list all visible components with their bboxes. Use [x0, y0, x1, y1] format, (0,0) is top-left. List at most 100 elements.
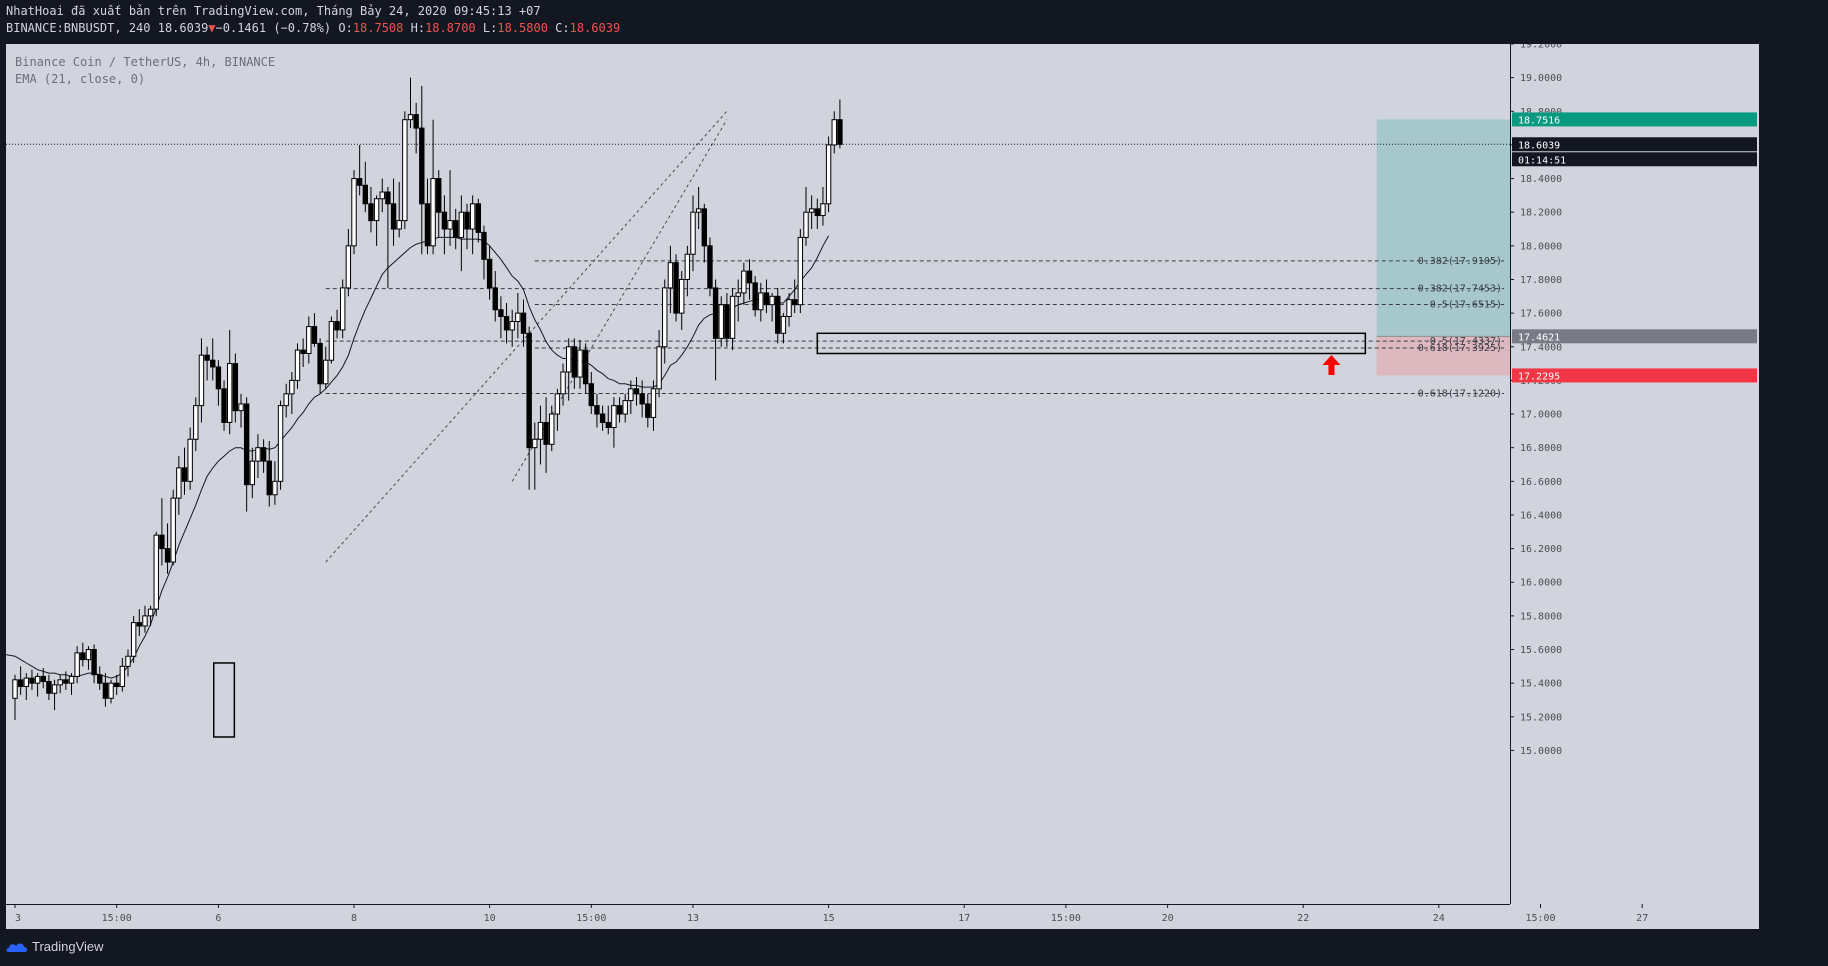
candle-body: [74, 652, 80, 677]
candle-body: [125, 655, 131, 667]
candle-body: [368, 203, 374, 222]
price-change: −0.1461 (−0.78%): [215, 21, 332, 35]
candle-body: [684, 253, 691, 280]
candle-body: [142, 615, 148, 627]
candle-body: [311, 326, 318, 344]
candle-body: [164, 548, 171, 563]
candle-body: [356, 178, 363, 186]
fib-level-label: 0.618(17.1220): [1418, 389, 1502, 400]
up-arrow-icon: [1322, 354, 1341, 375]
candle-body: [650, 388, 657, 418]
time-tick-label: 22: [1297, 913, 1309, 924]
candle-body: [763, 292, 770, 306]
candle-body: [690, 211, 696, 255]
fib-level-label: 0.382(17.9105): [1418, 256, 1502, 267]
candle-body: [492, 287, 498, 311]
publish-info: NhatHoai đã xuất bản trên TradingView.co…: [6, 4, 541, 18]
symbol-line: BINANCE:BNBUSDT, 240 18.6039: [6, 21, 209, 35]
candle-body: [718, 304, 724, 339]
time-tick-label: 15:00: [102, 913, 132, 924]
price-tick-label: 18.2000: [1520, 208, 1562, 219]
candle-body: [526, 332, 532, 449]
candle-body: [351, 178, 357, 247]
candle-body: [667, 262, 674, 289]
candle-body: [40, 675, 46, 682]
open-value: 18.7508: [352, 21, 404, 35]
candle-body: [12, 679, 18, 699]
time-tick-label: 3: [15, 913, 21, 924]
candle-body: [176, 467, 182, 499]
candle-body: [91, 649, 97, 676]
candle-body: [34, 675, 41, 684]
candle-body: [656, 346, 662, 390]
trend-line: [511, 119, 728, 482]
candle-body: [673, 262, 679, 314]
candle-body: [272, 480, 278, 496]
candle-body: [232, 363, 239, 412]
candle-body: [486, 258, 493, 289]
candle-body: [266, 460, 272, 496]
candle-body: [227, 363, 233, 423]
fib-level-label: 0.5(17.6515): [1430, 299, 1502, 310]
candle-body: [735, 292, 741, 297]
candle-body: [198, 354, 205, 407]
candle-body: [63, 679, 69, 684]
footer-bar: [0, 929, 1828, 966]
candle-body: [436, 178, 442, 213]
tradingview-logo[interactable]: TradingView: [6, 939, 104, 954]
time-tick-label: 17: [958, 913, 970, 924]
price-tick-label: 17.6000: [1520, 309, 1562, 320]
price-tick-label: 17.0000: [1520, 410, 1562, 421]
candle-body: [204, 354, 210, 361]
price-tag-label: 18.6039: [1518, 140, 1560, 151]
time-tick-label: 20: [1162, 913, 1174, 924]
countdown-label: 01:14:51: [1518, 155, 1566, 166]
candle-body: [786, 299, 792, 317]
candle-body: [633, 388, 640, 395]
candle-body: [464, 211, 470, 230]
candle-body: [837, 119, 843, 145]
candle-body: [554, 393, 561, 415]
price-tag-label: 17.2295: [1518, 371, 1560, 382]
price-tick-label: 17.4000: [1520, 342, 1562, 353]
candle-body: [170, 497, 176, 563]
candle-body: [639, 393, 645, 405]
price-tick-label: 16.8000: [1520, 443, 1562, 454]
candle-body: [373, 198, 380, 222]
candle-body: [803, 211, 809, 238]
price-chart[interactable]: 0.382(17.9105) 0.382(17.7453) 0.5(17.6515)…: [6, 44, 1759, 929]
price-axis-bg: [1510, 44, 1759, 929]
candle-body: [498, 309, 504, 317]
candle-body: [701, 208, 707, 247]
candle-body: [97, 674, 103, 684]
candles-group: [12, 77, 843, 721]
candle-body: [29, 677, 35, 684]
candle-body: [402, 119, 408, 222]
publish-line: NhatHoai đã xuất bản trên TradingView.co…: [6, 4, 541, 18]
candle-body: [23, 677, 30, 688]
candle-body: [588, 383, 594, 407]
price-tag-stop: [1512, 368, 1757, 383]
chart-pane[interactable]: 0.382(17.9105) 0.382(17.7453) 0.5(17.6515)…: [6, 44, 1759, 929]
candle-body: [509, 321, 515, 331]
low-value: 18.5800: [497, 21, 548, 35]
candle-body: [328, 321, 335, 361]
candle-body: [340, 287, 346, 331]
candle-body: [441, 211, 448, 230]
candle-body: [80, 652, 86, 661]
candle-body: [260, 447, 267, 462]
candle-body: [379, 191, 385, 200]
candle-body: [249, 460, 256, 486]
candle-body: [746, 270, 753, 284]
candle-body: [362, 184, 369, 205]
candle-body: [119, 665, 126, 688]
candle-body: [187, 438, 193, 482]
candle-body: [758, 292, 764, 311]
candle-body: [255, 447, 261, 462]
down-triangle-icon: ▼: [208, 21, 216, 35]
candle-body: [210, 359, 216, 368]
price-tick-label: 16.6000: [1520, 477, 1562, 488]
candle-body: [825, 144, 832, 205]
candle-body: [605, 421, 611, 428]
candle-body: [611, 405, 617, 428]
